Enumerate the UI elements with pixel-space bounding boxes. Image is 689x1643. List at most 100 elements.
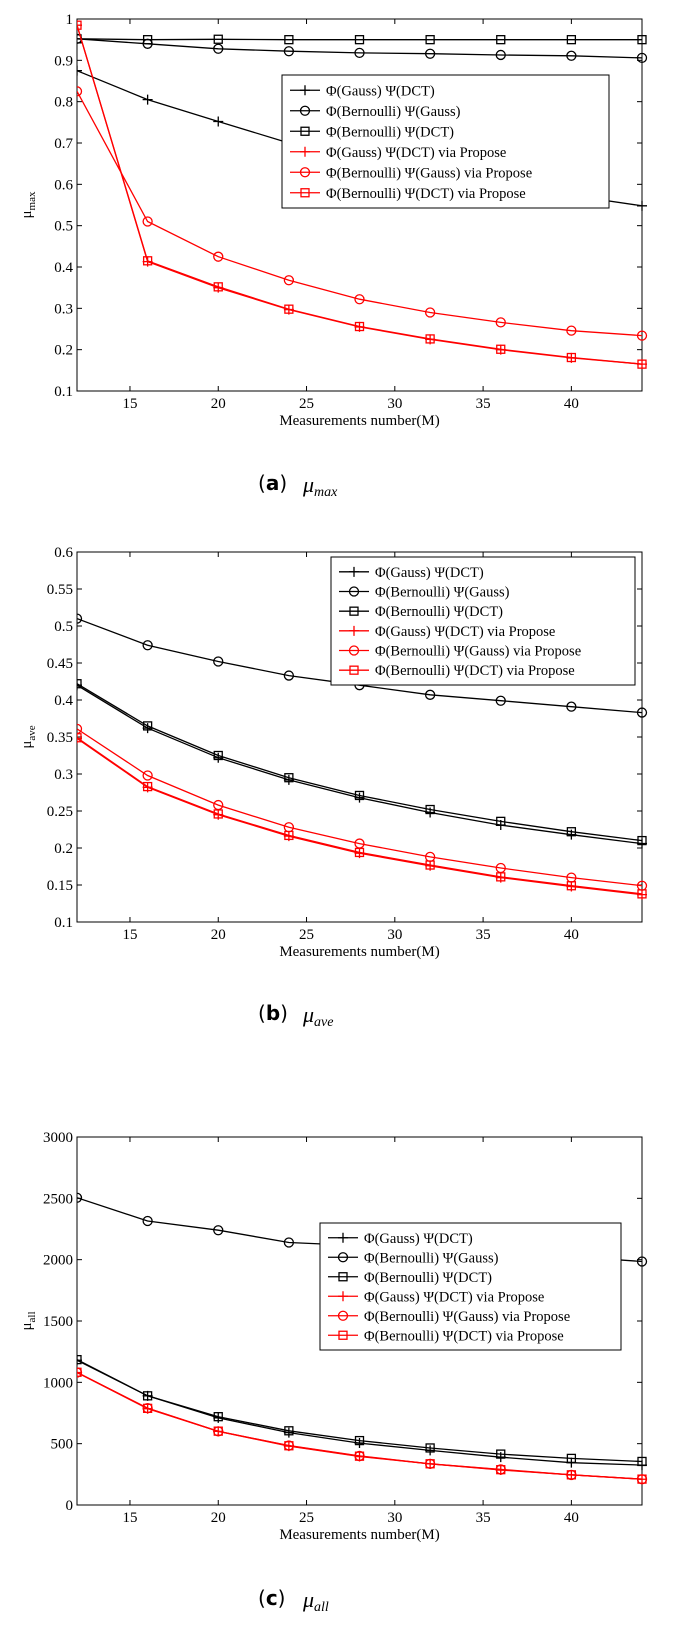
- data-point: [566, 50, 577, 61]
- chart-mu-all: 15 20 25 30 35 40 0 500 1000 1500 2000 2500 3000 Meas…: [19, 1130, 648, 1543]
- caption-c-symbol: μ: [302, 1587, 314, 1612]
- data-point: [637, 835, 647, 846]
- y-tick-label: 0.15: [47, 878, 73, 894]
- data-point: [142, 1403, 153, 1413]
- y-axis-label: μave: [19, 725, 38, 748]
- y-axis-label: μall: [19, 1311, 38, 1330]
- legend-marker: [337, 1252, 349, 1263]
- caption-c: (c) μall: [258, 1586, 329, 1615]
- legend-marker: [349, 566, 359, 577]
- data-point: [495, 317, 506, 328]
- data-point: [77, 1355, 82, 1366]
- data-point: [77, 733, 82, 744]
- data-point: [566, 352, 577, 363]
- data-point: [636, 52, 648, 64]
- data-point: [637, 35, 647, 45]
- caption-a-sub: max: [314, 485, 338, 500]
- data-point: [354, 1438, 365, 1449]
- data-point: [77, 679, 82, 689]
- data-point: [354, 790, 365, 801]
- caption-a: (a) μmax: [258, 471, 338, 500]
- y-axis-label: μmax: [19, 191, 38, 218]
- data-point: [213, 750, 223, 761]
- legend-label: Φ(Bernoulli) Ψ(Gauss) via Propose: [326, 165, 532, 181]
- x-axis-label: Measurements number(M): [279, 1527, 439, 1543]
- data-point: [213, 809, 223, 819]
- x-tick-label: 25: [299, 927, 314, 943]
- series-line: [77, 25, 643, 365]
- svg-text:μall: μall: [302, 1587, 329, 1615]
- data-point: [213, 752, 224, 763]
- data-point: [637, 359, 647, 369]
- data-point: [142, 721, 153, 731]
- x-tick-label: 15: [122, 396, 137, 412]
- y-tick-label: 0.35: [47, 730, 73, 746]
- legend-label: Φ(Gauss) Ψ(DCT): [326, 83, 435, 99]
- y-axis-label-sub: all: [26, 1311, 38, 1322]
- y-axis-label-sub: max: [26, 191, 38, 210]
- legend-marker: [338, 1291, 348, 1302]
- data-point: [496, 1449, 506, 1459]
- data-point: [495, 695, 506, 706]
- data-point: [284, 1441, 294, 1451]
- caption-c-letter: c: [266, 1586, 278, 1610]
- data-point: [424, 307, 436, 318]
- data-point: [283, 46, 295, 57]
- y-tick-label: 0.5: [54, 219, 73, 235]
- data-point: [566, 35, 577, 45]
- y-tick-label: 0.55: [47, 582, 73, 598]
- legend-label: Φ(Bernoulli) Ψ(Gauss): [364, 1250, 499, 1266]
- y-tick-label: 1: [66, 12, 74, 28]
- data-point: [495, 49, 506, 61]
- data-point: [354, 35, 365, 45]
- y-tick-label: 1000: [43, 1375, 73, 1391]
- svg-text:μmax: μmax: [302, 472, 338, 500]
- y-tick-label: 0.8: [54, 95, 73, 111]
- y-tick-label: 0.9: [54, 53, 73, 69]
- data-point: [77, 1192, 83, 1203]
- data-point: [566, 1453, 577, 1464]
- y-tick-label: 2500: [43, 1191, 73, 1207]
- data-point: [77, 20, 82, 30]
- data-point: [425, 1459, 435, 1469]
- x-axis-label: Measurements number(M): [279, 413, 439, 429]
- data-point: [77, 613, 83, 624]
- data-point: [77, 723, 83, 735]
- series-line: [77, 38, 643, 59]
- x-tick-label: 30: [387, 927, 402, 943]
- data-point: [496, 872, 506, 882]
- data-point: [354, 1435, 365, 1446]
- data-point: [636, 707, 648, 718]
- legend-label: Φ(Bernoulli) Ψ(DCT) via Propose: [364, 1328, 564, 1344]
- data-point: [77, 20, 82, 31]
- chart-mu-ave: 15 20 25 30 35 40 0.1 0.15 0.2 0.25 0.3 0.35 0.4 0.45…: [19, 545, 648, 960]
- data-point: [284, 304, 294, 314]
- data-point: [496, 816, 506, 827]
- y-tick-label: 0.5: [54, 619, 73, 635]
- legend-label: Φ(Bernoulli) Ψ(DCT) via Propose: [326, 186, 526, 202]
- y-tick-label: 500: [51, 1437, 74, 1453]
- series-group: [77, 20, 648, 370]
- data-point: [284, 1426, 294, 1436]
- caption-c-sub: all: [314, 1600, 329, 1615]
- y-tick-label: 2000: [43, 1253, 73, 1269]
- data-point: [425, 1443, 435, 1453]
- data-point: [496, 344, 506, 354]
- svg-text:(a): (a): [258, 471, 287, 495]
- data-point: [354, 47, 365, 59]
- data-point: [566, 1470, 577, 1480]
- data-point: [425, 804, 435, 815]
- legend-marker: [348, 645, 360, 656]
- data-point: [142, 770, 153, 781]
- data-point: [213, 43, 224, 54]
- y-tick-label: 0.25: [47, 804, 73, 820]
- data-point: [496, 1465, 506, 1475]
- x-tick-label: 30: [387, 1510, 402, 1526]
- data-point: [77, 733, 82, 743]
- data-point: [354, 321, 365, 332]
- legend-marker: [349, 606, 359, 616]
- data-point: [283, 670, 295, 681]
- legend-marker: [299, 167, 311, 178]
- caption-a-letter: a: [266, 471, 280, 495]
- data-point: [213, 1412, 223, 1422]
